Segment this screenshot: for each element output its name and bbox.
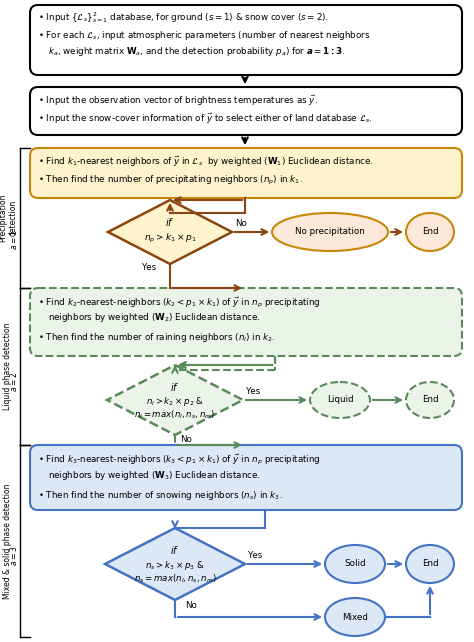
Text: Yes: Yes	[142, 263, 156, 272]
Ellipse shape	[310, 382, 370, 418]
Text: $a=2$: $a=2$	[9, 372, 19, 392]
Text: No: No	[180, 435, 192, 444]
Text: Mixed: Mixed	[342, 612, 368, 621]
FancyBboxPatch shape	[30, 288, 462, 356]
Text: Yes: Yes	[246, 388, 260, 397]
Text: • Then find the number of snowing neighbors $(n_s)$ in $k_3$.: • Then find the number of snowing neighb…	[38, 489, 283, 501]
Text: • Find $k_3$-nearest-neighbors $(k_3 < p_1 \times k_1)$ of $\vec{y}$ in $n_p$ pr: • Find $k_3$-nearest-neighbors $(k_3 < p…	[38, 453, 321, 467]
Text: $n_p > k_1 \times p_1$: $n_p > k_1 \times p_1$	[144, 232, 196, 245]
Text: • For each $\mathcal{L}_s$, input atmospheric parameters (number of nearest neig: • For each $\mathcal{L}_s$, input atmosp…	[38, 30, 371, 42]
Text: No precipitation: No precipitation	[295, 227, 365, 236]
Text: • Input $\{\mathcal{L}_s\}_{s=1}^{2}$ database, for ground $(s=1)$ & snow cover : • Input $\{\mathcal{L}_s\}_{s=1}^{2}$ da…	[38, 10, 328, 26]
Text: • Input the observation vector of brightness temperatures as $\vec{y}$.: • Input the observation vector of bright…	[38, 94, 318, 108]
Text: End: End	[422, 559, 438, 569]
Text: neighbors by weighted ($\mathbf{W}_3$) Euclidean distance.: neighbors by weighted ($\mathbf{W}_3$) E…	[48, 469, 261, 482]
Polygon shape	[105, 528, 245, 600]
Ellipse shape	[406, 213, 454, 251]
Text: End: End	[422, 395, 438, 404]
Polygon shape	[108, 200, 232, 264]
Polygon shape	[107, 365, 243, 435]
Text: $a=1$: $a=1$	[9, 230, 19, 250]
Text: Mixed & solid phase detection: Mixed & solid phase detection	[3, 483, 12, 599]
Text: • Find $k_1$-nearest neighbors of $\vec{y}$ in $\mathcal{L}_s$  by weighted ($\m: • Find $k_1$-nearest neighbors of $\vec{…	[38, 155, 374, 169]
Text: • Input the snow-cover information of $\vec{y}$ to select either of land databas: • Input the snow-cover information of $\…	[38, 112, 373, 126]
FancyBboxPatch shape	[30, 445, 462, 510]
Ellipse shape	[406, 545, 454, 583]
Ellipse shape	[325, 545, 385, 583]
Text: • Find $k_2$-nearest-neighbors $(k_2 < p_1 \times k_1)$ of $\vec{y}$ in $n_p$ pr: • Find $k_2$-nearest-neighbors $(k_2 < p…	[38, 296, 321, 310]
Text: • Then find the number of precipitating neighbors $(n_p)$ in $k_1$.: • Then find the number of precipitating …	[38, 173, 303, 187]
Text: $a=3$: $a=3$	[9, 546, 19, 566]
Text: $n_l > k_2 \times p_2$ &: $n_l > k_2 \times p_2$ &	[146, 394, 204, 408]
Text: $n_l = max(n_l,n_s,n_m)$: $n_l = max(n_l,n_s,n_m)$	[134, 409, 216, 421]
Text: Precipitation
detection: Precipitation detection	[0, 194, 18, 242]
Text: $k_a$, weight matrix $\mathbf{W}_a$, and the detection probability $p_a$) for $\: $k_a$, weight matrix $\mathbf{W}_a$, and…	[48, 46, 346, 58]
Ellipse shape	[325, 598, 385, 636]
Ellipse shape	[272, 213, 388, 251]
Text: $n_s = max(n_l,n_s,n_m)$: $n_s = max(n_l,n_s,n_m)$	[134, 573, 217, 586]
Text: neighbors by weighted ($\mathbf{W}_2$) Euclidean distance.: neighbors by weighted ($\mathbf{W}_2$) E…	[48, 311, 261, 324]
Text: No: No	[235, 220, 247, 229]
Text: End: End	[422, 227, 438, 236]
Text: Liquid phase detection: Liquid phase detection	[3, 323, 12, 410]
Text: $\it{if}$: $\it{if}$	[170, 381, 180, 393]
Text: Liquid: Liquid	[327, 395, 353, 404]
Text: Solid: Solid	[344, 559, 366, 569]
Text: $\it{if}$: $\it{if}$	[165, 216, 175, 228]
FancyBboxPatch shape	[30, 148, 462, 198]
Ellipse shape	[406, 382, 454, 418]
Text: $n_s > k_3 \times p_3$ &: $n_s > k_3 \times p_3$ &	[145, 559, 205, 571]
Text: $\it{if}$: $\it{if}$	[170, 544, 180, 556]
FancyBboxPatch shape	[30, 5, 462, 75]
FancyBboxPatch shape	[30, 87, 462, 135]
Text: No: No	[185, 602, 197, 611]
Text: • Then find the number of raining neighbors $(n_l)$ in $k_2$.: • Then find the number of raining neighb…	[38, 331, 275, 345]
Text: Yes: Yes	[248, 551, 262, 560]
